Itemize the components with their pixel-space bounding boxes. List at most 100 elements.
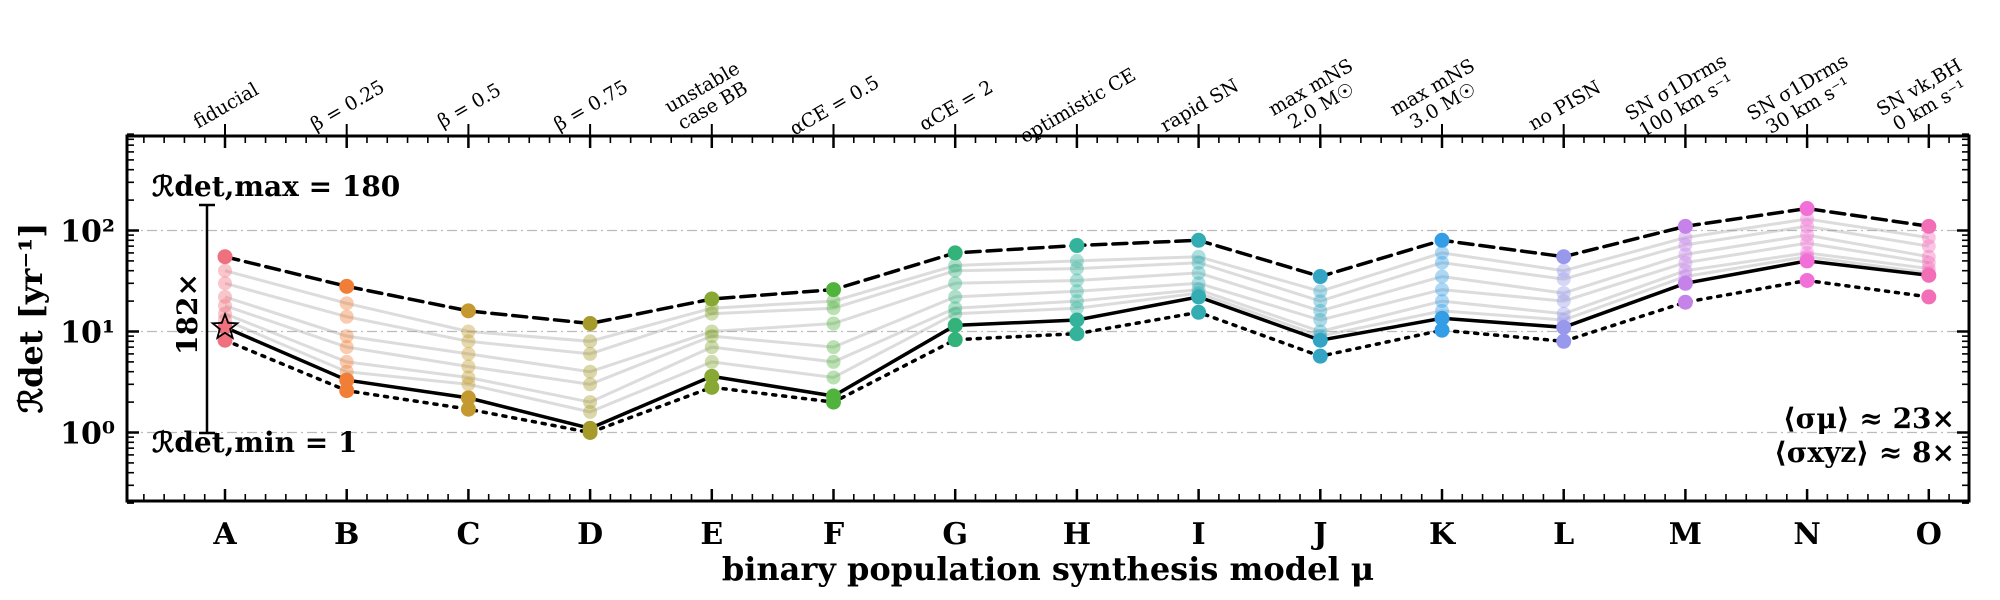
- faint-data-point: [583, 364, 598, 379]
- faint-data-point: [1556, 272, 1571, 287]
- faint-data-point: [218, 276, 232, 291]
- x-tick-label: L: [1553, 517, 1574, 552]
- data-point: [1921, 218, 1937, 234]
- top-label-layer: fiducial β = 0.25 β = 0.5 β = 0.75 unstablec…: [190, 50, 1971, 148]
- data-point: [1677, 275, 1693, 291]
- faint-data-point: [826, 340, 841, 355]
- data-point: [1434, 310, 1450, 326]
- data-point: [947, 317, 963, 333]
- data-point: [826, 394, 841, 410]
- faint-data-point: [339, 296, 354, 311]
- data-point: [1556, 319, 1572, 335]
- span-label: 182×: [171, 273, 204, 355]
- data-point: [1191, 232, 1207, 248]
- faint-data-point: [1435, 269, 1449, 284]
- grey-series-line: [224, 241, 1930, 386]
- grey-series-line: [224, 251, 1929, 404]
- sigma-xyz-label: ⟨σxyz⟩ ≈ 8×: [1774, 436, 1955, 469]
- data-point: [217, 332, 233, 348]
- data-point: [1069, 326, 1085, 342]
- faint-data-point: [704, 329, 719, 344]
- faint-data-point: [583, 395, 598, 410]
- faint-data-point: [1556, 306, 1571, 321]
- faint-data-point: [826, 316, 841, 331]
- faint-data-point: [1069, 294, 1084, 309]
- data-point: [1799, 201, 1815, 217]
- faint-data-point: [1921, 255, 1936, 270]
- faint-data-point: [339, 340, 354, 355]
- faint-data-point: [948, 289, 963, 304]
- faint-data-point: [218, 298, 232, 313]
- x-tick-label: O: [1916, 517, 1942, 552]
- x-tick-label: G: [942, 517, 968, 552]
- faint-data-point: [1921, 239, 1936, 254]
- faint-data-point: [583, 334, 598, 349]
- data-point: [1191, 289, 1207, 305]
- faint-data-point: [339, 329, 354, 344]
- faint-data-point: [948, 263, 963, 278]
- faint-data-point: [826, 354, 841, 369]
- y-tick-label: 10¹: [60, 316, 115, 351]
- faint-data-point: [704, 340, 719, 355]
- data-point: [947, 245, 963, 261]
- data-point: [339, 278, 355, 294]
- x-tick-label: E: [700, 517, 723, 552]
- data-point: [1069, 312, 1085, 328]
- x-tick-label: H: [1063, 517, 1091, 552]
- data-point: [826, 282, 841, 298]
- x-tick-label: I: [1192, 517, 1206, 552]
- data-point: [582, 425, 598, 440]
- faint-data-point: [1435, 245, 1449, 260]
- x-tick-label: F: [823, 517, 844, 552]
- grey-series-line: [224, 255, 1929, 414]
- faint-data-point: [1800, 228, 1815, 243]
- faint-data-point: [1435, 282, 1449, 297]
- faint-data-point: [1191, 265, 1206, 280]
- faint-data-point: [1191, 255, 1206, 270]
- faint-data-point: [583, 404, 598, 419]
- faint-data-point: [948, 258, 963, 273]
- faint-data-point: [1800, 219, 1815, 234]
- faint-data-point: [1191, 276, 1206, 291]
- faint-data-point: [583, 346, 598, 361]
- faint-data-point: [704, 306, 719, 321]
- x-tick-label: B: [334, 517, 359, 552]
- faint-data-point: [826, 301, 841, 316]
- data-point: [339, 372, 355, 388]
- data-point: [1677, 218, 1693, 234]
- data-point: [1312, 269, 1328, 285]
- faint-data-point: [1921, 249, 1936, 264]
- data-point: [1921, 289, 1937, 305]
- faint-data-point: [1921, 230, 1936, 245]
- fiducial-star-marker: [210, 311, 240, 340]
- faint-data-point: [1069, 253, 1084, 268]
- data-point: [1312, 348, 1328, 364]
- y-tick-label: 10²: [60, 215, 115, 250]
- faint-data-point: [1069, 284, 1084, 299]
- faint-data-point: [1678, 247, 1693, 262]
- data-point: [1191, 304, 1207, 320]
- max-rate-label: ℛdet,max = 180: [152, 170, 400, 203]
- data-point: [947, 332, 963, 348]
- x-tick-label: K: [1429, 517, 1456, 552]
- faint-data-point: [461, 359, 476, 374]
- faint-data-point: [1313, 284, 1328, 299]
- faint-data-point: [461, 377, 476, 392]
- faint-data-point: [461, 346, 476, 361]
- data-point-layer: [210, 201, 1937, 440]
- grey-series-line: [224, 224, 1930, 356]
- plot-frame: [125, 134, 1971, 503]
- grid-layer: [127, 229, 1969, 434]
- data-point: [1069, 238, 1085, 254]
- faint-data-point: [1800, 236, 1815, 251]
- faint-data-point: [826, 294, 841, 309]
- x-tick-label: N: [1793, 517, 1820, 552]
- faint-data-point: [1069, 261, 1084, 276]
- data-point: [704, 368, 720, 384]
- faint-data-point: [1556, 286, 1571, 301]
- y-axis-label: ℛdet [yr⁻¹]: [12, 223, 50, 414]
